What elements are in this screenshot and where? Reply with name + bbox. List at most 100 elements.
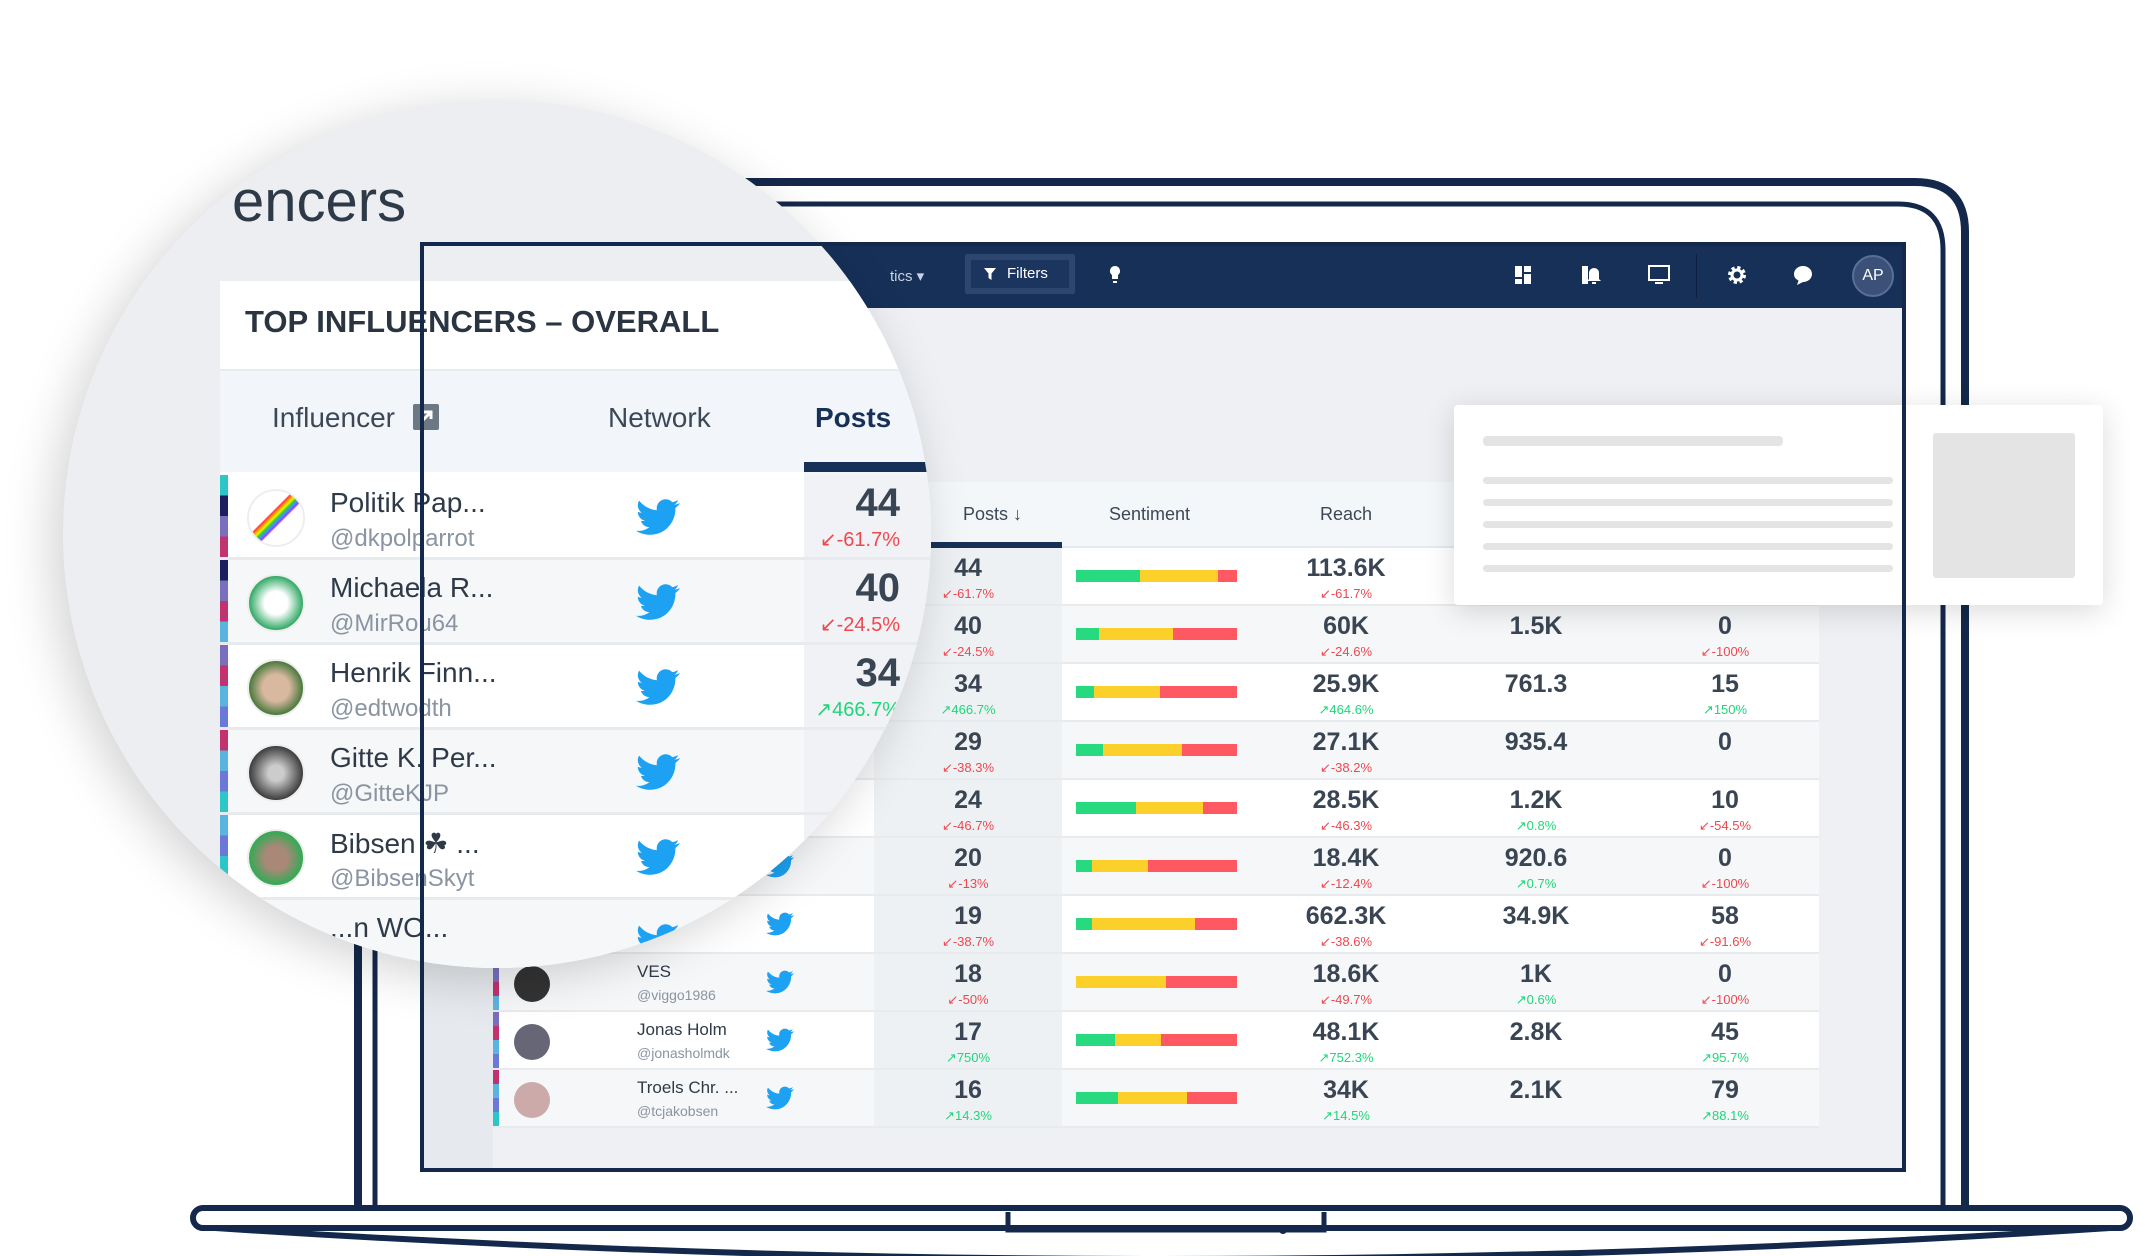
- posts-value: 24: [954, 786, 982, 814]
- category-stripe: [493, 1012, 499, 1068]
- reach-change: ↙-61.7%: [1319, 586, 1373, 601]
- magnified-table-header: [220, 369, 931, 472]
- sentiment-negative: [1148, 860, 1237, 872]
- magnified-row[interactable]: Gitte K. Per... @GitteKJP: [220, 730, 931, 815]
- trend-down-icon: ↙: [1319, 934, 1331, 949]
- filter-icon: [984, 268, 996, 280]
- metric-5-value: 0: [1718, 728, 1732, 756]
- influencer-handle: @viggo1986: [637, 987, 716, 1003]
- page-title: encers: [232, 169, 407, 234]
- header-reach[interactable]: Reach: [1319, 504, 1373, 524]
- sentiment-neutral: [1103, 744, 1183, 756]
- table-row[interactable]: VES @viggo1986 18 ↙-50% 18.6K ↙-49.7% 1K…: [493, 954, 1819, 1012]
- analytics-dropdown[interactable]: tics ▾: [890, 268, 925, 285]
- influencer-name[interactable]: Michaela R...: [330, 572, 494, 603]
- influencer-name[interactable]: Troels Chr. ...: [637, 1078, 739, 1097]
- metric-4-value: 2.1K: [1509, 1076, 1563, 1104]
- posts-change: ↙-50%: [947, 992, 989, 1007]
- reach-value: 60K: [1323, 612, 1369, 640]
- trend-down-icon: ↙: [1700, 644, 1712, 659]
- influencer-name[interactable]: Bibsen ☘ ...: [330, 828, 480, 859]
- metric-5-value: 10: [1711, 786, 1739, 814]
- magnified-row[interactable]: Politik Pap... @dkpolparrot 44 ↙-61.7%: [220, 475, 931, 560]
- table-row[interactable]: Jonas Holm @jonasholmdk 17 ↗750% 48.1K ↗…: [493, 1012, 1819, 1070]
- posts-cell: [874, 1070, 1062, 1126]
- posts-change: ↗466.7%: [940, 702, 996, 717]
- monitor-icon[interactable]: [1646, 262, 1672, 288]
- sentiment-neutral: [1140, 570, 1218, 582]
- dashboard-icon[interactable]: [1510, 262, 1536, 288]
- floating-placeholder-card: [1454, 405, 2103, 605]
- influencer-name[interactable]: Jonas Holm: [637, 1020, 727, 1039]
- trend-up-icon: ↗: [1515, 876, 1527, 891]
- metric-5-value: 0: [1718, 612, 1732, 640]
- trend-up-icon: ↗: [1318, 1050, 1330, 1065]
- table-row[interactable]: Troels Chr. ... @tcjakobsen 16 ↗14.3% 34…: [493, 1070, 1819, 1128]
- influencer-handle: @MirRou64: [330, 610, 459, 637]
- posts-value: 40: [954, 612, 982, 640]
- sentiment-positive: [1076, 570, 1141, 582]
- influencer-name[interactable]: ...n WO...: [330, 912, 449, 943]
- sentiment-neutral: [1098, 628, 1173, 640]
- lightbulb-icon[interactable]: [1102, 262, 1128, 288]
- avatar: [247, 744, 305, 802]
- influencer-name[interactable]: Gitte K. Per...: [330, 742, 497, 773]
- sentiment-bar: [1076, 1092, 1237, 1104]
- header-posts-magnified[interactable]: Posts: [815, 402, 892, 433]
- alerts-icon[interactable]: [1578, 262, 1604, 288]
- gear-icon[interactable]: [1724, 262, 1750, 288]
- sentiment-positive: [1076, 1034, 1115, 1046]
- header-influencer[interactable]: Influencer: [272, 402, 395, 433]
- metric-4-value: 2.8K: [1509, 1018, 1563, 1046]
- avatar: [514, 1082, 550, 1118]
- influencer-handle: @BibsenSkyt: [330, 865, 475, 892]
- magnified-row[interactable]: ...n WO...: [220, 900, 931, 968]
- metric-5-value: 58: [1711, 902, 1739, 930]
- category-stripe: [220, 900, 228, 968]
- trend-down-icon: ↙: [947, 876, 959, 891]
- posts-value: 44: [855, 481, 901, 525]
- posts-change: ↙-24.5%: [941, 644, 995, 659]
- twitter-icon: [636, 495, 680, 544]
- reach-change: ↙-24.6%: [1319, 644, 1373, 659]
- header-sentiment[interactable]: Sentiment: [1109, 504, 1191, 524]
- chat-icon[interactable]: [1790, 262, 1816, 288]
- trend-up-icon: ↗: [940, 702, 952, 717]
- filters-button[interactable]: Filters: [965, 254, 1075, 294]
- header-network[interactable]: Network: [608, 402, 711, 433]
- magnified-row[interactable]: Henrik Finn... @edtwodth 34 ↗466.7%: [220, 645, 931, 730]
- sentiment-negative: [1187, 1092, 1237, 1104]
- magnified-row[interactable]: Bibsen ☘ ... @BibsenSkyt: [220, 815, 931, 900]
- sentiment-positive: [1076, 686, 1094, 698]
- sentiment-neutral: [1076, 976, 1167, 988]
- posts-value: 34: [855, 651, 901, 695]
- trend-up-icon: ↗: [815, 699, 833, 721]
- twitter-icon: [636, 665, 680, 714]
- magnified-row[interactable]: Michaela R... @MirRou64 40 ↙-24.5%: [220, 560, 931, 645]
- trend-up-icon: ↗: [1701, 1108, 1713, 1123]
- c5-change: ↙-91.6%: [1698, 934, 1752, 949]
- posts-cell: [874, 1012, 1062, 1068]
- influencer-name[interactable]: Politik Pap...: [330, 487, 486, 518]
- external-link-icon[interactable]: [413, 404, 439, 430]
- twitter-icon: [766, 1084, 794, 1117]
- influencer-handle: @jonasholmdk: [637, 1045, 730, 1061]
- sentiment-bar: [1076, 628, 1237, 640]
- trend-down-icon: ↙: [941, 934, 953, 949]
- trend-down-icon: ↙: [1319, 876, 1331, 891]
- trend-up-icon: ↗: [944, 1108, 956, 1123]
- user-avatar[interactable]: AP: [1852, 255, 1894, 297]
- influencer-name[interactable]: Henrik Finn...: [330, 657, 497, 688]
- c5-change: ↙-100%: [1700, 992, 1750, 1007]
- trend-down-icon: ↙: [819, 614, 837, 636]
- trend-down-icon: ↙: [1700, 876, 1712, 891]
- trend-down-icon: ↙: [941, 644, 953, 659]
- posts-cell: [804, 815, 931, 897]
- sentiment-negative: [1182, 744, 1237, 756]
- avatar: [247, 659, 305, 717]
- c5-change: ↙-100%: [1700, 876, 1750, 891]
- posts-value: 17: [954, 1018, 982, 1046]
- avatar: [514, 966, 550, 1002]
- magnifier-lens: encers TOP INFLUENCERS – OVERALL Influen…: [63, 100, 931, 968]
- header-posts[interactable]: Posts ↓: [962, 504, 1022, 524]
